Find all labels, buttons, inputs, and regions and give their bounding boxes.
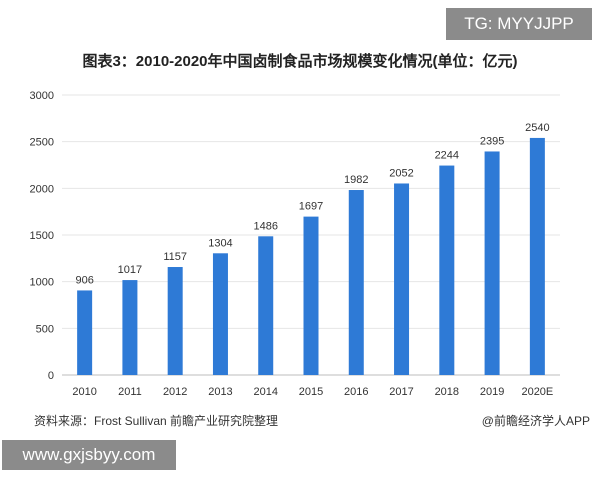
bar xyxy=(529,137,545,375)
bar xyxy=(122,280,138,375)
bar xyxy=(212,253,228,375)
bar xyxy=(348,190,364,375)
data-label: 2395 xyxy=(480,135,504,147)
data-label: 2540 xyxy=(525,122,549,134)
data-label: 1304 xyxy=(208,237,232,249)
bar xyxy=(167,267,183,375)
x-tick-label: 2020E xyxy=(521,386,553,398)
data-label: 2052 xyxy=(389,167,413,179)
x-tick-label: 2018 xyxy=(435,386,459,398)
chart-title: 图表3：2010-2020年中国卤制食品市场规模变化情况(单位：亿元) xyxy=(82,53,518,70)
x-tick-label: 2013 xyxy=(208,386,232,398)
website-tag: www.gxjsbyy.com xyxy=(2,440,176,470)
bar xyxy=(303,216,319,375)
bar-chart: 0 500 1000 1500 2000 2500 3000 906 2010 1017 2011 1… xyxy=(30,90,560,398)
data-label: 1486 xyxy=(253,220,277,232)
x-tick-label: 2016 xyxy=(344,386,368,398)
bar xyxy=(484,151,500,375)
data-label: 906 xyxy=(75,274,93,286)
y-tick-label: 0 xyxy=(48,370,54,382)
y-tick-label: 1000 xyxy=(30,277,54,289)
x-tick-label: 2010 xyxy=(72,386,96,398)
x-tick-label: 2014 xyxy=(253,386,277,398)
bar xyxy=(439,165,455,375)
brand-credit: @前瞻经济学人APP xyxy=(481,414,590,428)
x-tick-label: 2019 xyxy=(480,386,504,398)
y-tick-label: 1500 xyxy=(30,230,54,242)
y-tick-label: 2000 xyxy=(30,183,54,195)
data-label: 1697 xyxy=(299,201,323,213)
y-tick-label: 2500 xyxy=(30,137,54,149)
x-tick-label: 2017 xyxy=(389,386,413,398)
y-tick-label: 500 xyxy=(36,323,54,335)
x-tick-label: 2012 xyxy=(163,386,187,398)
data-label: 1157 xyxy=(163,251,187,263)
x-tick-label: 2011 xyxy=(118,386,142,398)
data-label: 1017 xyxy=(118,264,142,276)
data-label: 2244 xyxy=(435,150,459,162)
bar xyxy=(77,290,93,375)
source-note: 资料来源：Frost Sullivan 前瞻产业研究院整理 xyxy=(34,414,279,428)
data-label: 1982 xyxy=(344,174,368,186)
watermark-tag: TG: MYYJJPP xyxy=(446,8,592,40)
y-tick-label: 3000 xyxy=(30,90,54,102)
x-tick-label: 2015 xyxy=(299,386,323,398)
bar xyxy=(258,236,274,375)
bar xyxy=(394,183,410,375)
